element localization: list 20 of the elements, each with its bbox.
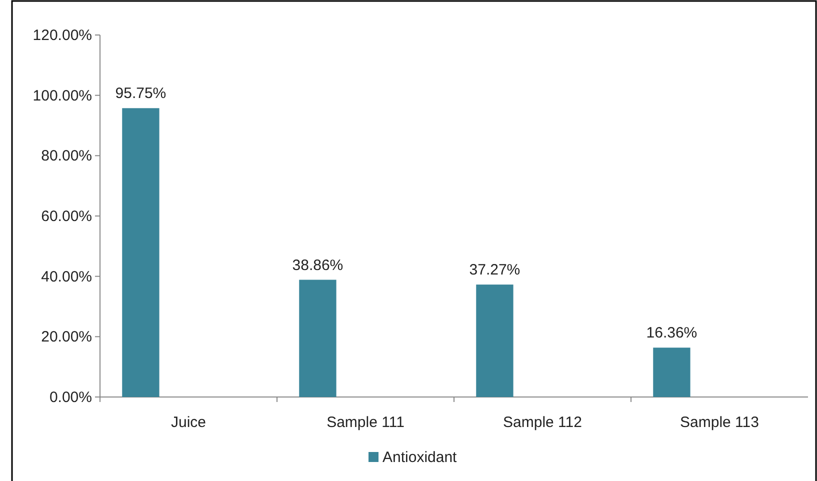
x-tick-label: Sample 112 (503, 414, 582, 431)
data-label: 37.27% (469, 262, 520, 279)
bar (653, 348, 690, 397)
data-label: 16.36% (646, 324, 698, 342)
bar (122, 108, 160, 397)
bar (299, 280, 336, 397)
data-label: 38.86% (292, 256, 344, 274)
bar (476, 284, 514, 397)
x-tick-label: Sample 113 (680, 414, 759, 431)
y-tick-label: 120.00% (32, 27, 92, 44)
legend-label: Antioxidant (382, 449, 458, 466)
data-label: 95.75% (115, 85, 166, 102)
y-tick-label: 100.00% (32, 87, 92, 104)
x-tick-label: Juice (170, 414, 206, 431)
y-tick-label: 80.00% (41, 148, 92, 165)
y-tick-label: 0.00% (49, 389, 92, 406)
y-tick-label: 20.00% (41, 328, 92, 346)
x-tick-label: Sample 111 (326, 414, 404, 431)
y-tick-label: 40.00% (41, 268, 92, 286)
y-tick-label: 60.00% (41, 208, 92, 225)
